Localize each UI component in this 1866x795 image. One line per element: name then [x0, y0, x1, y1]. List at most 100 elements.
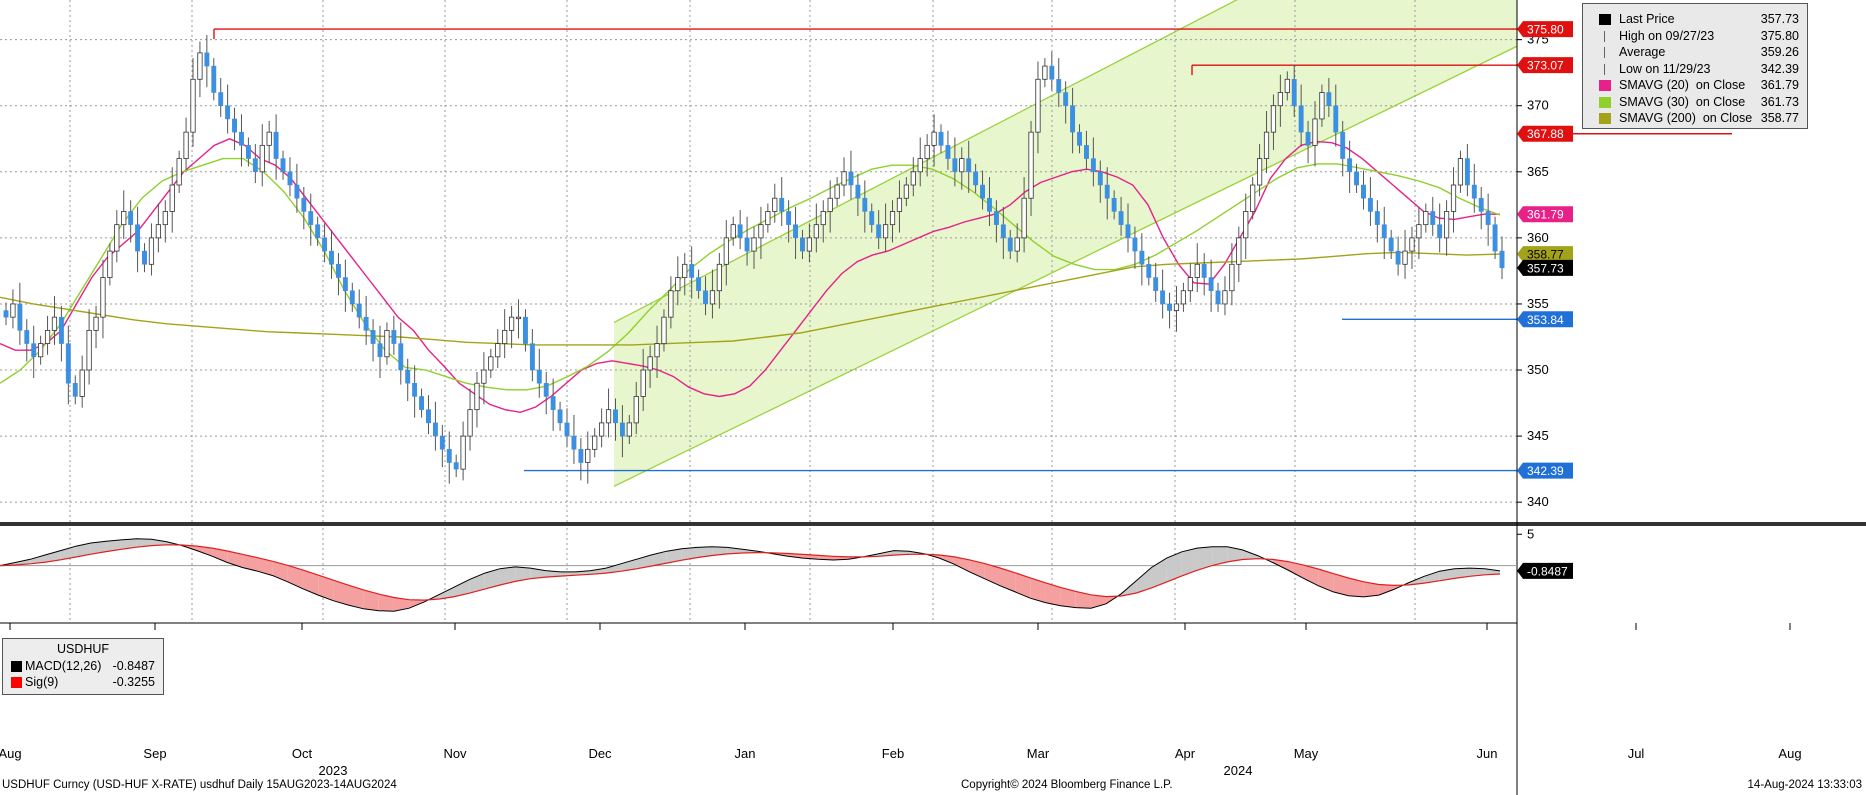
candle-body — [723, 237, 729, 265]
candle-body — [924, 144, 930, 159]
macd-histogram-fill — [1378, 584, 1394, 596]
candle-body — [439, 435, 445, 450]
macd-histogram-fill — [348, 585, 364, 609]
price-tag-label: 373.07 — [1527, 59, 1564, 73]
date-tick-label: Dec — [588, 746, 612, 761]
candle-body — [1319, 92, 1325, 120]
macd-histogram-fill — [681, 547, 697, 561]
candle-body — [675, 277, 681, 292]
candle-body — [751, 237, 757, 252]
legend-row: Average 359.26 — [1599, 45, 1799, 60]
candle-body — [1077, 131, 1082, 146]
candle-body — [17, 303, 23, 331]
candle-body — [841, 171, 847, 186]
macd-histogram-fill — [242, 554, 258, 572]
legend-value: 359.26 — [1760, 45, 1799, 59]
candle-body — [848, 171, 854, 186]
macd-histogram-fill — [1166, 551, 1182, 582]
candle-body — [1471, 184, 1477, 199]
candle-body — [696, 277, 702, 291]
macd-histogram-fill — [621, 559, 637, 572]
candle-body — [515, 316, 522, 320]
candle-body — [765, 211, 771, 226]
candle-body — [730, 224, 736, 239]
candle-body — [329, 250, 334, 265]
candle-body — [605, 409, 612, 424]
candle-body — [322, 237, 328, 252]
macd-histogram-fill — [30, 554, 46, 564]
candle-body — [1416, 224, 1422, 239]
candle-body — [1208, 277, 1214, 291]
candle-body — [1090, 158, 1096, 173]
candle-body — [1478, 197, 1484, 212]
candle-body — [1263, 131, 1270, 159]
candle-body — [813, 224, 819, 239]
macd-swatch — [11, 661, 22, 672]
price-legend: Last Price 357.73 High on 09/27/23 375.80 Av… — [1582, 3, 1808, 129]
footer-security: USDHUF Curncy (USD-HUF X-RATE) usdhuf Da… — [2, 779, 397, 791]
macd-histogram-fill — [1318, 569, 1334, 592]
candle-body — [744, 237, 750, 252]
legend-value: 342.39 — [1760, 61, 1799, 76]
candle-body — [1443, 211, 1450, 239]
candle-body — [1492, 224, 1498, 252]
candle-body — [162, 211, 168, 226]
macd-line — [0, 538, 1501, 612]
candle-body — [218, 92, 224, 106]
date-tick-label: Sep — [143, 746, 166, 761]
candle-body — [301, 197, 307, 212]
candle-body — [481, 369, 487, 384]
candle-body — [1243, 211, 1249, 239]
candle-body — [1007, 237, 1013, 252]
signal-label: Sig(9) — [25, 675, 59, 689]
candle-body — [391, 330, 397, 344]
legend-swatch — [1599, 80, 1611, 91]
candle-body — [1070, 105, 1076, 133]
date-tick-label: Oct — [292, 746, 313, 761]
date-tick-label: Jan — [735, 746, 756, 761]
legend-value: 358.77 — [1760, 111, 1799, 125]
legend-value: 357.73 — [1760, 12, 1799, 26]
legend-label: Last Price — [1619, 12, 1675, 26]
candle-body — [910, 171, 916, 186]
candle-body — [93, 316, 99, 331]
price-tick-label: 350 — [1527, 362, 1549, 377]
macd-histogram-fill — [1212, 546, 1228, 566]
macd-histogram-fill — [1196, 546, 1213, 571]
candle-body — [169, 184, 175, 212]
candle-body — [1014, 237, 1020, 252]
macd-histogram-fill — [606, 563, 622, 574]
candle-body — [1450, 184, 1457, 212]
legend-value: 375.80 — [1760, 28, 1799, 43]
macd-histogram-fill — [651, 551, 667, 567]
candle-body — [557, 409, 563, 424]
candles — [3, 35, 1505, 484]
candle-body — [183, 131, 189, 159]
candle-body — [973, 171, 979, 186]
macd-histogram-fill — [1045, 582, 1061, 606]
candle-body — [1125, 224, 1131, 239]
candle-body — [107, 250, 113, 278]
macd-histogram-fill — [1015, 572, 1031, 599]
candle-body — [1277, 92, 1283, 107]
legend-label: High on 09/27/23 — [1619, 28, 1715, 43]
macd-panel: 5 -0.8487 — [0, 526, 1573, 624]
candle-body — [3, 310, 9, 318]
price-tag — [1517, 462, 1573, 479]
candle-body — [460, 435, 466, 470]
signal-swatch — [11, 677, 22, 688]
price-tag-label: 358.77 — [1527, 248, 1564, 262]
candle-body — [65, 343, 71, 384]
candle-body — [1256, 158, 1263, 186]
macd-tag — [1517, 562, 1573, 579]
macd-histogram-fill — [136, 538, 152, 548]
candle-body — [654, 343, 660, 358]
macd-histogram-fill — [287, 565, 304, 589]
candle-body — [585, 448, 591, 463]
candle-body — [1111, 197, 1117, 212]
candle-body — [903, 184, 909, 199]
macd-histogram-fill — [1348, 578, 1364, 597]
macd-histogram-fill — [1454, 568, 1470, 579]
candle-body — [1222, 290, 1228, 305]
legend-row: Low on 11/29/23 342.39 — [1599, 62, 1799, 77]
